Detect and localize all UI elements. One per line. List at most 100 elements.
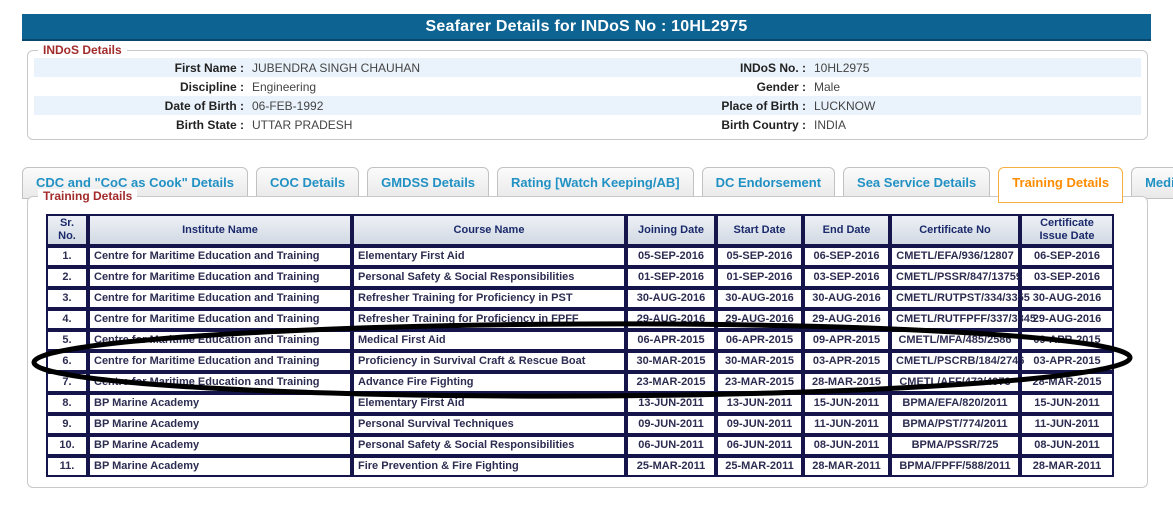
- table-row: 8. BP Marine Academy Elementary First Ai…: [46, 393, 1114, 414]
- cell-certificate: CMETL/RUTFPFF/337/3845: [890, 309, 1036, 330]
- cell-joining: 13-JUN-2011: [626, 393, 716, 414]
- cell-institute: Centre for Maritime Education and Traini…: [88, 309, 352, 330]
- cell-course: Refresher Training for Proficiency in FP…: [352, 309, 626, 330]
- table-row: 2. Centre for Maritime Education and Tra…: [46, 267, 1114, 288]
- col-header-sr-no: Sr. No.: [46, 214, 88, 246]
- tab-medical-fitness-cert[interactable]: Medical Fitness Certificate: [1131, 167, 1173, 199]
- tab-gmdss-details[interactable]: GMDSS Details: [367, 167, 490, 199]
- cell-end: 08-JUN-2011: [803, 435, 890, 456]
- cell-certificate: CMETL/MFA/485/2586: [890, 330, 1020, 351]
- cell-joining: 06-JUN-2011: [626, 435, 716, 456]
- table-row: 11. BP Marine Academy Fire Prevention & …: [46, 456, 1114, 477]
- cell-sr: 4.: [46, 309, 88, 330]
- cell-sr: 11.: [46, 456, 88, 477]
- cell-sr: 7.: [46, 372, 88, 393]
- tab-rating-watch-keeping[interactable]: Rating [Watch Keeping/AB]: [497, 167, 694, 199]
- cell-start: 30-MAR-2015: [716, 351, 803, 372]
- cell-end: 06-SEP-2016: [803, 246, 890, 267]
- cell-issue: 30-AUG-2016: [1020, 288, 1114, 309]
- cell-certificate: BPMA/EFA/820/2011: [890, 393, 1020, 414]
- cell-end: 30-AUG-2016: [803, 288, 890, 309]
- cell-course: Personal Safety & Social Responsibilitie…: [352, 435, 626, 456]
- tab-training-details[interactable]: Training Details: [998, 167, 1124, 203]
- table-row-circled: 7. Centre for Maritime Education and Tra…: [46, 372, 1114, 393]
- cell-joining: 30-MAR-2015: [626, 351, 716, 372]
- cell-issue: 08-JUN-2011: [1020, 435, 1114, 456]
- place-of-birth-value: LUCKNOW: [814, 98, 876, 113]
- cell-start: 30-AUG-2016: [716, 288, 803, 309]
- cell-sr: 5.: [46, 330, 88, 351]
- tab-dc-endorsement[interactable]: DC Endorsement: [701, 167, 836, 199]
- table-row-circled: 5. Centre for Maritime Education and Tra…: [46, 330, 1114, 351]
- cell-issue: 06-SEP-2016: [1020, 246, 1114, 267]
- cell-sr: 6.: [46, 351, 88, 372]
- col-header-institute: Institute Name: [88, 214, 352, 246]
- cell-joining: 01-SEP-2016: [626, 267, 716, 288]
- cell-start: 05-SEP-2016: [716, 246, 803, 267]
- cell-start: 13-JUN-2011: [716, 393, 803, 414]
- cell-institute: BP Marine Academy: [88, 393, 352, 414]
- col-header-joining: Joining Date: [626, 214, 716, 246]
- cell-institute: Centre for Maritime Education and Traini…: [88, 288, 352, 309]
- cell-issue: 28-MAR-2015: [1020, 372, 1114, 393]
- cell-certificate: CMETL/AFF/473/4973: [890, 372, 1020, 393]
- cell-end: 29-AUG-2016: [803, 309, 890, 330]
- table-header-row: Sr. No. Institute Name Course Name Joini…: [46, 214, 1114, 246]
- cell-joining: 06-APR-2015: [626, 330, 716, 351]
- birth-state-value: UTTAR PRADESH: [252, 117, 353, 132]
- cell-start: 25-MAR-2011: [716, 456, 803, 477]
- cell-institute: Centre for Maritime Education and Traini…: [88, 246, 352, 267]
- cell-joining: 29-AUG-2016: [626, 309, 716, 330]
- detail-row-state-country: Birth State : UTTAR PRADESH Birth Countr…: [34, 115, 1141, 134]
- table-row: 10. BP Marine Academy Personal Safety & …: [46, 435, 1114, 456]
- cell-start: 06-JUN-2011: [716, 435, 803, 456]
- discipline-value: Engineering: [252, 79, 317, 94]
- indos-no-value: 10HL2975: [814, 60, 870, 75]
- cell-issue: 29-AUG-2016: [1020, 309, 1114, 330]
- cell-certificate: CMETL/RUTPST/334/3355: [890, 288, 1030, 309]
- cell-sr: 9.: [46, 414, 88, 435]
- cell-institute: BP Marine Academy: [88, 435, 352, 456]
- detail-row-name-indos: First Name : JUBENDRA SINGH CHAUHAN INDo…: [34, 58, 1141, 77]
- cell-sr: 8.: [46, 393, 88, 414]
- discipline-label: Discipline :: [179, 79, 244, 94]
- table-row: 1. Centre for Maritime Education and Tra…: [46, 246, 1114, 267]
- col-header-end: End Date: [803, 214, 890, 246]
- cell-certificate: BPMA/PSSR/725: [890, 435, 1020, 456]
- cell-end: 09-APR-2015: [803, 330, 890, 351]
- cell-course: Medical First Aid: [352, 330, 626, 351]
- tab-coc-details[interactable]: COC Details: [255, 167, 360, 199]
- tab-sea-service-details[interactable]: Sea Service Details: [843, 167, 991, 199]
- cell-end: 28-MAR-2015: [803, 372, 890, 393]
- col-header-course: Course Name: [352, 214, 626, 246]
- cell-certificate: BPMA/PST/774/2011: [890, 414, 1020, 435]
- cell-course: Refresher Training for Proficiency in PS…: [352, 288, 626, 309]
- cell-start: 09-JUN-2011: [716, 414, 803, 435]
- gender-label: Gender :: [756, 79, 806, 94]
- cell-sr: 2.: [46, 267, 88, 288]
- cell-joining: 05-SEP-2016: [626, 246, 716, 267]
- detail-row-dob-pob: Date of Birth : 06-FEB-1992 Place of Bir…: [34, 96, 1141, 115]
- cell-course: Proficiency in Survival Craft & Rescue B…: [352, 351, 626, 372]
- cell-institute: Centre for Maritime Education and Traini…: [88, 330, 352, 351]
- detail-row-discipline-gender: Discipline : Engineering Gender : Male: [34, 77, 1141, 96]
- indos-details-legend: INDoS Details: [38, 43, 127, 57]
- cell-joining: 09-JUN-2011: [626, 414, 716, 435]
- first-name-value: JUBENDRA SINGH CHAUHAN: [252, 60, 421, 75]
- cell-institute: Centre for Maritime Education and Traini…: [88, 351, 352, 372]
- cell-course: Elementary First Aid: [352, 393, 626, 414]
- indos-details-section: INDoS Details First Name : JUBENDRA SING…: [27, 43, 1148, 140]
- cell-end: 11-JUN-2011: [803, 414, 890, 435]
- cell-start: 01-SEP-2016: [716, 267, 803, 288]
- cell-institute: BP Marine Academy: [88, 456, 352, 477]
- cell-joining: 25-MAR-2011: [626, 456, 716, 477]
- date-of-birth-label: Date of Birth :: [164, 98, 244, 113]
- cell-joining: 23-MAR-2015: [626, 372, 716, 393]
- table-row-circled: 6. Centre for Maritime Education and Tra…: [46, 351, 1114, 372]
- cell-end: 15-JUN-2011: [803, 393, 890, 414]
- cell-course: Advance Fire Fighting: [352, 372, 626, 393]
- cell-certificate: CMETL/EFA/936/12807: [890, 246, 1020, 267]
- training-details-panel: Training Details Sr. No. Institute Name …: [27, 189, 1148, 488]
- cell-start: 23-MAR-2015: [716, 372, 803, 393]
